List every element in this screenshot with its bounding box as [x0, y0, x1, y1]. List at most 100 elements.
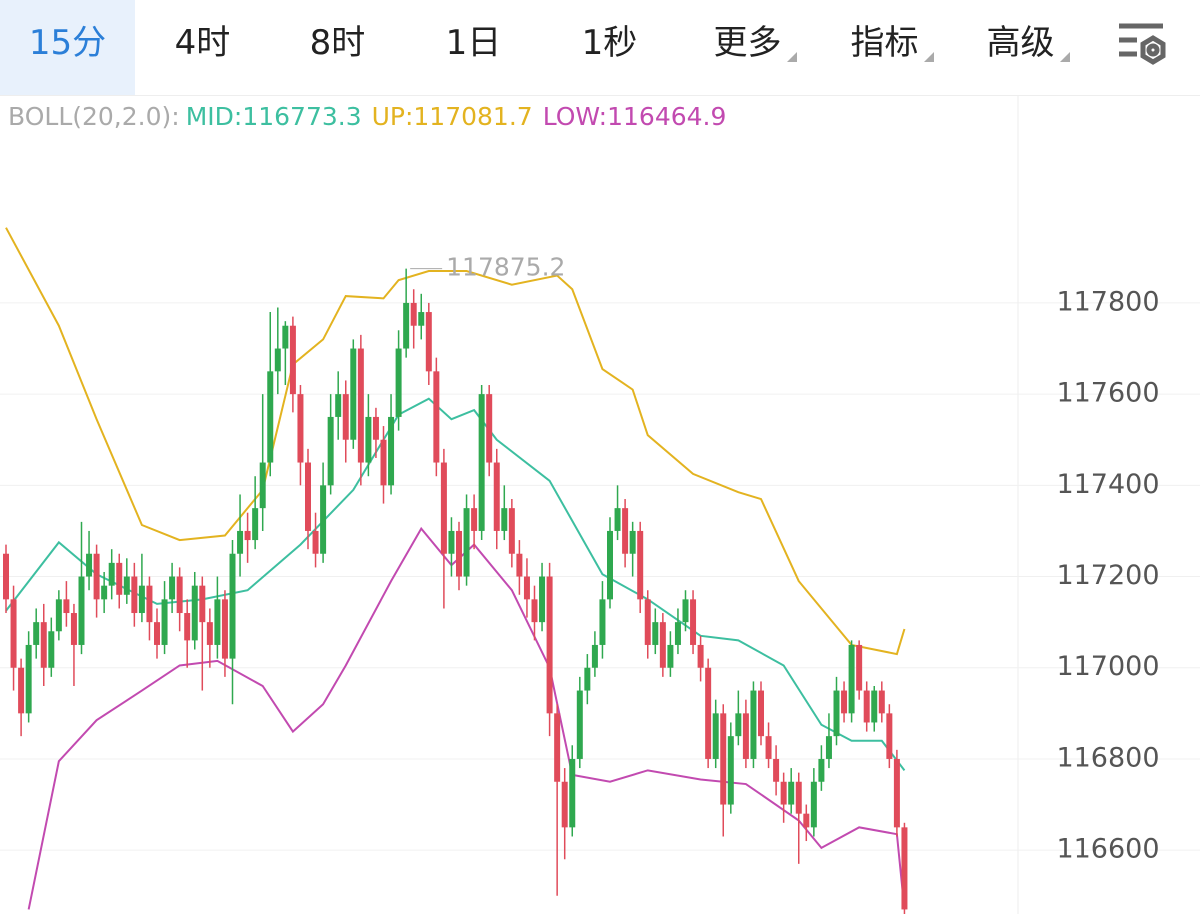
menu-tab[interactable]: 更多: [680, 0, 815, 95]
candle-body: [659, 622, 666, 668]
candle-body: [682, 599, 689, 623]
candle-body: [161, 599, 168, 645]
candle-body: [342, 394, 349, 440]
candle-body: [795, 781, 802, 814]
candle-body: [70, 613, 77, 645]
candle-body: [810, 781, 817, 828]
y-tick-label: 117000: [1056, 651, 1159, 682]
timeframe-tab[interactable]: 4时: [174, 23, 231, 63]
candle-body: [221, 599, 228, 659]
candle-body: [312, 530, 319, 554]
timeframe-tab[interactable]: 1日: [445, 23, 502, 63]
candle-body: [825, 736, 832, 759]
candle-body: [199, 585, 206, 623]
candle-body: [448, 530, 455, 554]
timeframe-tab[interactable]: 1秒: [581, 23, 638, 63]
candle-body: [267, 371, 274, 463]
candle-body: [191, 585, 198, 641]
y-tick-label: 117400: [1056, 469, 1159, 500]
candle-body: [116, 562, 123, 595]
candle-body: [856, 644, 863, 691]
candle-body: [108, 562, 115, 586]
candle-body: [531, 599, 538, 623]
candle-body: [607, 530, 613, 600]
candle-body: [765, 736, 772, 759]
timeframe-tab[interactable]: 8时: [309, 23, 366, 63]
y-tick-label: 117800: [1056, 286, 1159, 317]
candle-body: [289, 325, 296, 395]
candle-body: [516, 553, 523, 577]
indicator-value: MID:116773.3: [186, 102, 362, 131]
candle-body: [327, 416, 334, 486]
candle-body: [478, 394, 485, 531]
candle-body: [33, 622, 40, 645]
candle-body: [886, 713, 893, 759]
candle-body: [622, 508, 629, 554]
candle-body: [750, 690, 757, 759]
candle-body: [86, 553, 93, 577]
candle-body: [78, 576, 85, 645]
candle-body: [773, 758, 780, 782]
candle-body: [780, 781, 787, 805]
candle-body: [206, 622, 213, 645]
candle-body: [244, 530, 251, 541]
candle-body: [357, 348, 364, 463]
candle-body: [652, 622, 659, 645]
candle-body: [523, 576, 530, 600]
candle-body: [705, 667, 712, 759]
y-tick-label: 117600: [1056, 378, 1159, 409]
candle-body: [40, 622, 47, 668]
y-tick-label: 116800: [1056, 742, 1159, 773]
candle-body: [259, 462, 266, 509]
high-marker-label: 117875.2: [446, 253, 565, 282]
candle-body: [297, 394, 304, 463]
candle-body: [418, 312, 425, 326]
candle-body: [576, 690, 583, 759]
candle-body: [848, 644, 855, 714]
timeframe-tab[interactable]: 15分: [0, 0, 135, 95]
candle-body: [101, 585, 108, 600]
candle-body: [169, 576, 176, 600]
candle-body: [735, 713, 742, 737]
candle-body: [667, 644, 674, 668]
menu-tab[interactable]: 指标: [817, 0, 952, 95]
indicator-value: LOW:116464.9: [543, 102, 727, 131]
candle-body: [742, 713, 749, 759]
candle-body: [463, 508, 470, 577]
candle-body: [690, 599, 697, 645]
candle-body: [237, 530, 244, 554]
candle-body: [305, 462, 311, 531]
candle-body: [584, 667, 591, 691]
indicator-value: UP:117081.7: [372, 102, 533, 131]
candle-body: [614, 508, 621, 531]
price-axis-panel: [1018, 96, 1200, 914]
candle-body: [863, 690, 870, 723]
candle-body: [229, 553, 236, 659]
candle-body: [901, 827, 908, 910]
candle-body: [720, 713, 727, 805]
candle-body: [674, 622, 681, 645]
settings-icon[interactable]: [1115, 20, 1171, 70]
candle-body: [138, 585, 145, 614]
candle-body: [403, 302, 410, 349]
candle-body: [350, 348, 357, 440]
candle-body: [758, 690, 764, 737]
candle-body: [252, 508, 259, 541]
candle-body: [712, 713, 719, 759]
candle-body: [599, 599, 606, 645]
boll-line: [5, 227, 906, 656]
candle-body: [440, 462, 447, 554]
candle-body: [214, 599, 221, 645]
boll-line: [5, 397, 906, 771]
candle-body: [727, 736, 734, 805]
candle-body: [93, 553, 100, 600]
candle-body: [629, 530, 636, 554]
candle-body: [569, 758, 576, 828]
candle-body: [388, 416, 395, 486]
menu-tab[interactable]: 高级: [953, 0, 1088, 95]
candle-body: [3, 553, 9, 600]
y-tick-label: 116600: [1056, 834, 1159, 865]
candle-body: [508, 508, 515, 554]
